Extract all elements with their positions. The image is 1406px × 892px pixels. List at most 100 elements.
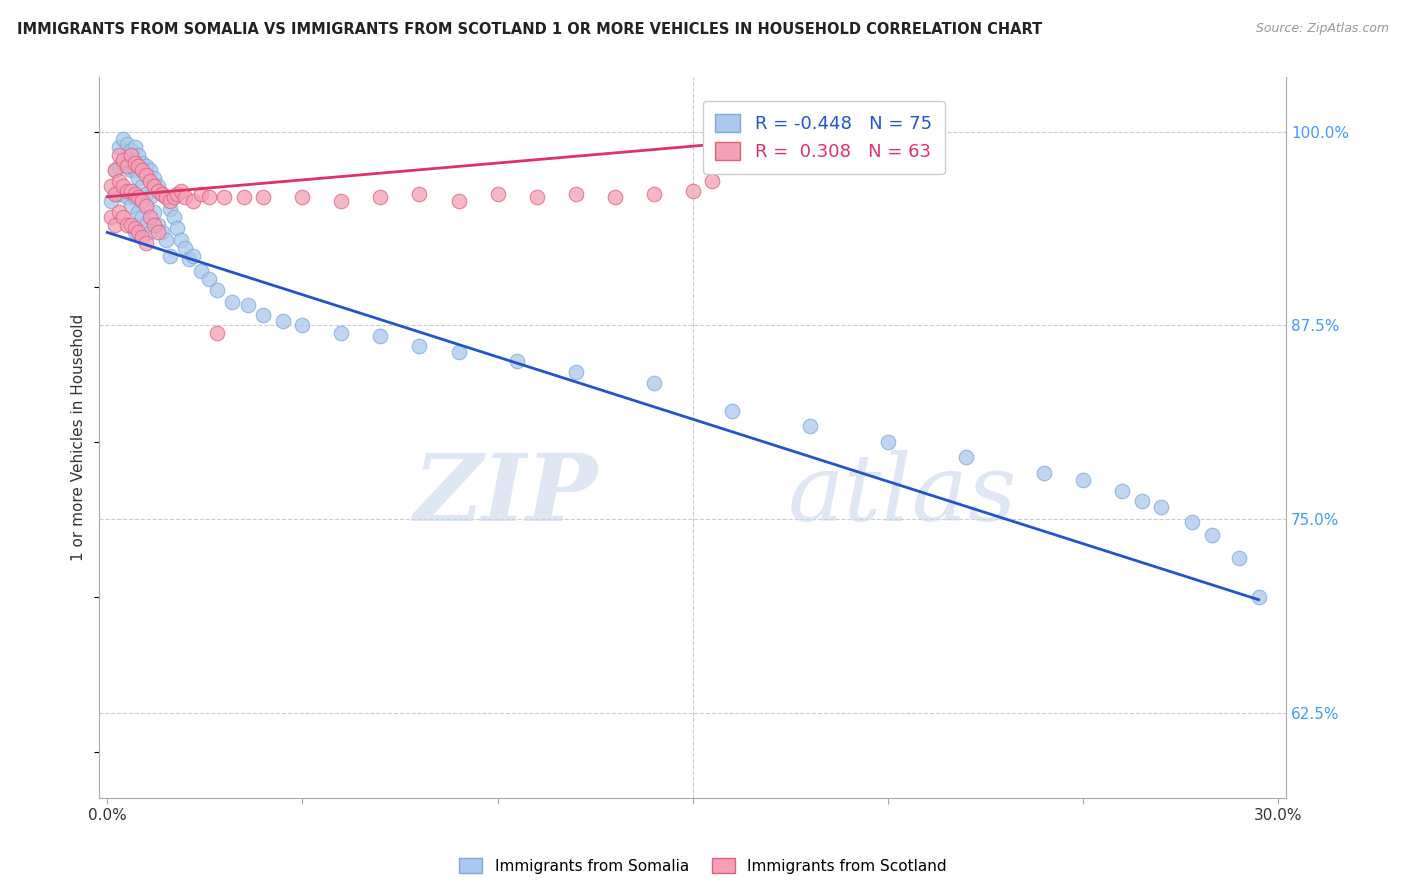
Point bbox=[155, 190, 177, 204]
Point bbox=[564, 186, 586, 201]
Text: IMMIGRANTS FROM SOMALIA VS IMMIGRANTS FROM SCOTLAND 1 OR MORE VEHICLES IN HOUSEH: IMMIGRANTS FROM SOMALIA VS IMMIGRANTS FR… bbox=[17, 22, 1042, 37]
Point bbox=[526, 190, 548, 204]
Point bbox=[111, 186, 134, 201]
Point bbox=[131, 230, 153, 244]
Point bbox=[408, 338, 430, 352]
Point bbox=[155, 190, 177, 204]
Point bbox=[115, 159, 138, 173]
Point bbox=[799, 419, 821, 434]
Point bbox=[486, 186, 509, 201]
Point bbox=[124, 226, 146, 240]
Point bbox=[447, 194, 470, 209]
Point bbox=[170, 233, 193, 247]
Point bbox=[1227, 550, 1250, 565]
Point bbox=[1150, 500, 1173, 514]
Point bbox=[643, 186, 665, 201]
Point bbox=[1033, 466, 1056, 480]
Point bbox=[150, 186, 173, 201]
Point bbox=[159, 202, 181, 216]
Point bbox=[100, 178, 122, 193]
Point bbox=[127, 148, 149, 162]
Point bbox=[124, 220, 146, 235]
Point bbox=[115, 190, 138, 204]
Point bbox=[108, 186, 131, 201]
Point bbox=[135, 236, 157, 251]
Point bbox=[370, 190, 392, 204]
Point bbox=[506, 354, 529, 368]
Point bbox=[124, 155, 146, 169]
Point bbox=[115, 184, 138, 198]
Point bbox=[115, 137, 138, 152]
Point bbox=[131, 210, 153, 224]
Point bbox=[150, 186, 173, 201]
Y-axis label: 1 or more Vehicles in Household: 1 or more Vehicles in Household bbox=[72, 314, 86, 561]
Point bbox=[252, 308, 274, 322]
Text: Source: ZipAtlas.com: Source: ZipAtlas.com bbox=[1256, 22, 1389, 36]
Point bbox=[876, 434, 898, 449]
Point bbox=[162, 190, 184, 204]
Point bbox=[104, 186, 127, 201]
Point bbox=[174, 241, 197, 255]
Point bbox=[174, 190, 197, 204]
Point bbox=[135, 218, 157, 232]
Point bbox=[408, 186, 430, 201]
Point bbox=[131, 178, 153, 193]
Point bbox=[111, 155, 134, 169]
Point bbox=[146, 218, 169, 232]
Point bbox=[108, 205, 131, 219]
Point bbox=[120, 148, 142, 162]
Point bbox=[115, 218, 138, 232]
Point bbox=[720, 403, 742, 417]
Point bbox=[214, 190, 236, 204]
Point bbox=[127, 190, 149, 204]
Point bbox=[728, 159, 751, 173]
Point bbox=[135, 168, 157, 182]
Point bbox=[124, 190, 146, 204]
Point bbox=[447, 344, 470, 359]
Point bbox=[291, 318, 314, 333]
Point bbox=[190, 264, 212, 278]
Point bbox=[108, 174, 131, 188]
Point bbox=[252, 190, 274, 204]
Point bbox=[131, 163, 153, 178]
Point bbox=[564, 365, 586, 379]
Point bbox=[181, 194, 204, 209]
Point bbox=[108, 148, 131, 162]
Point bbox=[139, 226, 162, 240]
Point bbox=[120, 143, 142, 157]
Point bbox=[166, 186, 188, 201]
Point bbox=[1201, 527, 1223, 541]
Point bbox=[271, 314, 294, 328]
Text: atlas: atlas bbox=[787, 450, 1017, 541]
Point bbox=[139, 190, 162, 204]
Point bbox=[135, 159, 157, 173]
Point bbox=[643, 376, 665, 390]
Point bbox=[111, 153, 134, 167]
Point bbox=[131, 155, 153, 169]
Point bbox=[146, 178, 169, 193]
Point bbox=[146, 184, 169, 198]
Point bbox=[155, 233, 177, 247]
Point bbox=[139, 163, 162, 178]
Point bbox=[170, 184, 193, 198]
Point bbox=[143, 205, 166, 219]
Point bbox=[127, 171, 149, 186]
Point bbox=[330, 326, 353, 340]
Point bbox=[159, 249, 181, 263]
Point bbox=[197, 190, 219, 204]
Point bbox=[1130, 493, 1153, 508]
Point bbox=[104, 163, 127, 178]
Point bbox=[1111, 484, 1133, 499]
Point bbox=[100, 194, 122, 209]
Point bbox=[1181, 515, 1204, 529]
Point bbox=[205, 326, 228, 340]
Point bbox=[205, 283, 228, 297]
Point bbox=[127, 226, 149, 240]
Point bbox=[124, 163, 146, 178]
Point bbox=[291, 190, 314, 204]
Point bbox=[127, 205, 149, 219]
Legend: R = -0.448   N = 75, R =  0.308   N = 63: R = -0.448 N = 75, R = 0.308 N = 63 bbox=[703, 101, 945, 174]
Point bbox=[104, 218, 127, 232]
Point bbox=[127, 159, 149, 173]
Point bbox=[143, 218, 166, 232]
